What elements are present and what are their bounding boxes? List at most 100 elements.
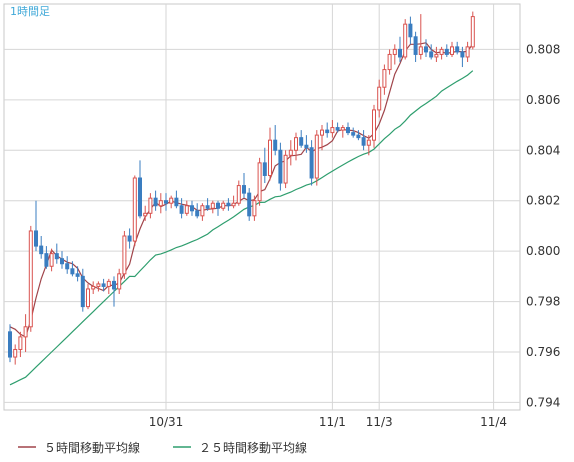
- candle-body: [127, 235, 132, 242]
- candle-body: [247, 192, 252, 217]
- candle-body: [413, 36, 418, 55]
- y-tick-label: 0.806: [526, 93, 560, 107]
- ma5-line: [9, 42, 474, 338]
- candle-body: [294, 137, 298, 151]
- candle: [122, 230, 127, 279]
- candle: [60, 251, 64, 269]
- candle-body: [444, 48, 449, 55]
- candle-series: [8, 11, 475, 365]
- x-axis: 10/31 11/1 11/3 11/4: [149, 415, 507, 429]
- candle-body: [434, 53, 439, 58]
- candle: [252, 195, 257, 221]
- timeframe-label: 1時間足: [10, 5, 50, 18]
- candle-body: [195, 210, 200, 217]
- candle-body: [132, 177, 137, 242]
- candle: [236, 180, 241, 206]
- candle-body: [398, 48, 402, 58]
- candle-body: [148, 197, 153, 214]
- candle: [190, 200, 194, 216]
- candle-body: [205, 205, 210, 209]
- candle: [460, 46, 465, 68]
- candle-body: [54, 253, 59, 260]
- candle: [75, 266, 80, 282]
- candle-body: [242, 185, 246, 194]
- candle-body: [309, 147, 314, 179]
- candle-body: [335, 127, 340, 131]
- candle: [314, 130, 319, 186]
- candle: [226, 198, 231, 211]
- candle-body: [346, 127, 350, 134]
- candle: [164, 193, 168, 211]
- candle: [398, 36, 402, 62]
- candle-body: [455, 46, 460, 53]
- candle: [127, 228, 132, 249]
- candle-body: [80, 275, 85, 308]
- candle-body: [470, 16, 475, 48]
- candle: [330, 120, 335, 138]
- candle: [320, 125, 324, 151]
- candle: [257, 157, 262, 206]
- candle: [366, 135, 371, 156]
- candle-body: [268, 139, 272, 176]
- candle: [444, 44, 449, 57]
- candle: [242, 172, 246, 199]
- candle-body: [429, 51, 434, 58]
- candle: [221, 200, 226, 211]
- ma25-line: [9, 70, 474, 386]
- candle-body: [23, 326, 28, 338]
- candle-body: [361, 137, 366, 146]
- candle-body: [372, 109, 376, 141]
- candle-body: [403, 23, 408, 58]
- candle-body: [18, 336, 23, 350]
- candle: [346, 122, 350, 136]
- candle: [117, 268, 122, 294]
- candle: [23, 314, 28, 352]
- candle: [372, 104, 376, 148]
- candle: [450, 41, 454, 57]
- candle-body: [174, 197, 179, 207]
- candle-body: [382, 69, 387, 88]
- candle: [138, 160, 142, 219]
- candle-body: [86, 288, 90, 308]
- candle: [247, 188, 252, 221]
- candle: [54, 243, 59, 264]
- candle-body: [304, 144, 309, 149]
- candle-body: [325, 129, 330, 134]
- candle: [70, 261, 75, 277]
- candle-body: [210, 202, 215, 209]
- candle: [44, 246, 49, 269]
- ma5-series: [9, 42, 474, 338]
- candle-body: [351, 132, 356, 136]
- candle: [408, 16, 413, 45]
- candle: [325, 122, 330, 138]
- ma25-series: [9, 70, 474, 386]
- candle: [65, 256, 70, 274]
- plot-area: [3, 3, 521, 411]
- candle-body: [96, 283, 101, 287]
- candle-body: [320, 129, 324, 136]
- candle-body: [288, 149, 293, 156]
- candle: [80, 268, 85, 312]
- candle-body: [278, 149, 283, 184]
- candle: [169, 195, 174, 209]
- candle-body: [28, 230, 33, 328]
- candle-body: [460, 51, 465, 58]
- candle-body: [257, 162, 262, 202]
- candle: [392, 44, 397, 65]
- y-tick-label: 0.796: [526, 345, 560, 359]
- candle-body: [179, 205, 184, 214]
- y-tick-label: 0.800: [526, 244, 560, 258]
- candle: [455, 41, 460, 55]
- candle: [387, 49, 392, 75]
- candle-body: [122, 235, 127, 275]
- candle-body: [283, 154, 288, 184]
- candle: [361, 130, 366, 151]
- candle: [101, 278, 106, 292]
- plot-frame: [3, 3, 521, 411]
- candle: [86, 283, 90, 310]
- candle: [340, 125, 345, 138]
- candle: [268, 127, 272, 181]
- y-tick-label: 0.794: [526, 395, 560, 409]
- candle-body: [34, 230, 38, 247]
- candle-body: [236, 185, 241, 204]
